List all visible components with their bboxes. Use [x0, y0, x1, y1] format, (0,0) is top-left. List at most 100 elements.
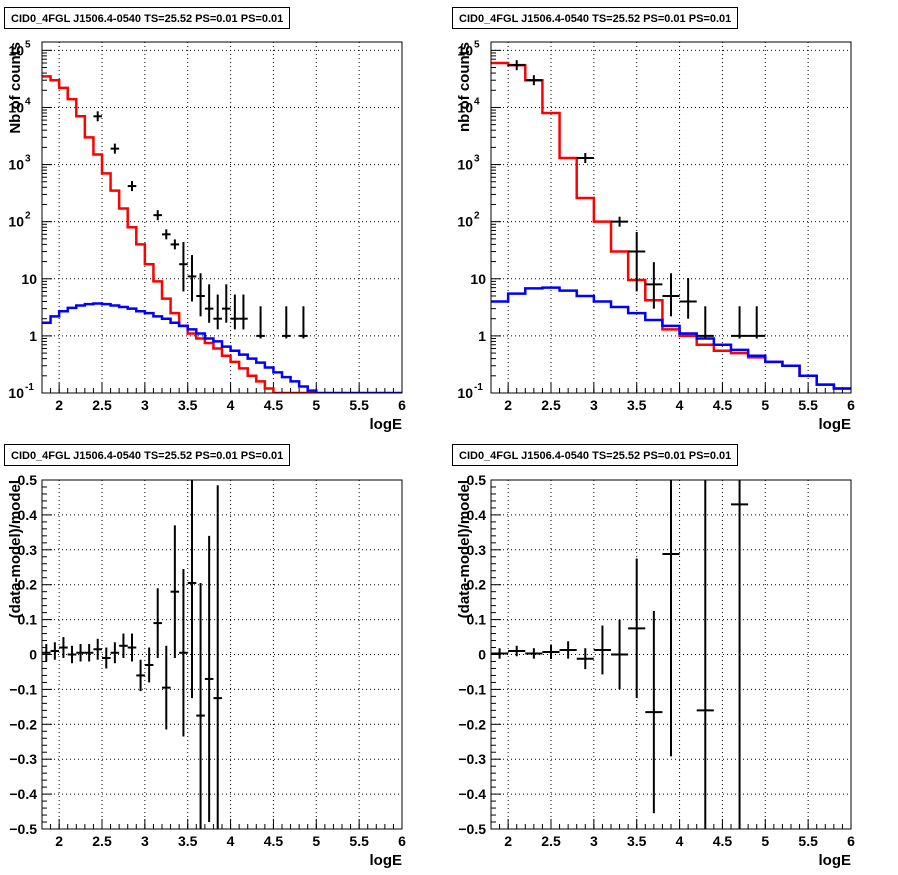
histogram-series-2: [491, 286, 851, 390]
y-tick-exponent: 5: [25, 39, 31, 50]
x-tick-label: 6: [847, 397, 855, 413]
data-point: [748, 306, 766, 339]
x-tick-label: 4: [676, 833, 684, 849]
panel-1-title: CID0_4FGL J1506.4-0540 TS=25.52 PS=0.01 …: [4, 7, 291, 29]
data-point: [59, 637, 68, 658]
y-tick-label: 0: [478, 647, 486, 663]
x-tick-label: 4.5: [713, 833, 733, 849]
y-tick-exponent: 5: [474, 39, 480, 50]
plot-frame: [490, 41, 852, 394]
y-tick-label: 10: [8, 157, 24, 173]
data-point: [696, 480, 714, 829]
data-point: [611, 216, 629, 227]
y-axis-label: (data-model)/model: [7, 480, 24, 618]
y-tick-label: 10: [8, 42, 24, 58]
y-tick-label: 10: [457, 385, 473, 401]
plot-frame: [490, 479, 852, 830]
x-tick-label: 3.5: [178, 833, 198, 849]
data-point: [593, 625, 611, 675]
data-point: [508, 60, 526, 71]
data-point: [179, 242, 188, 292]
data-point: [230, 294, 240, 330]
x-tick-label: 5: [761, 833, 769, 849]
data-point: [102, 647, 111, 669]
y-tick-exponent: 4: [25, 96, 31, 107]
x-tick-label: 3: [141, 397, 149, 413]
data-point: [628, 231, 646, 292]
data-point: [187, 480, 197, 699]
x-tick-label: 3.5: [178, 397, 198, 413]
y-tick-label: 10: [470, 271, 486, 287]
data-point: [144, 647, 154, 683]
y-tick-label: −0.3: [458, 751, 486, 767]
x-tick-label: 5: [312, 833, 320, 849]
x-tick-label: 3: [590, 397, 598, 413]
data-point: [213, 485, 222, 829]
y-tick-exponent: -1: [25, 382, 34, 393]
y-tick-label: 10: [457, 214, 473, 230]
x-tick-label: 3.5: [627, 397, 647, 413]
data-point: [491, 648, 509, 659]
y-tick-label: 1: [478, 328, 486, 344]
data-point: [559, 641, 577, 659]
data-point: [628, 558, 646, 699]
y-tick-exponent: 3: [474, 154, 480, 165]
y-tick-label: 10: [8, 214, 24, 230]
data-point: [84, 644, 94, 662]
data-point: [204, 535, 214, 823]
x-tick-label: 4.5: [264, 833, 284, 849]
x-tick-label: 2: [55, 833, 63, 849]
data-point: [93, 638, 102, 660]
data-point: [93, 111, 102, 122]
x-axis-label: logE: [370, 416, 403, 433]
y-tick-label: −0.4: [9, 786, 37, 802]
data-point: [119, 633, 128, 658]
y-axis-label: nb of counts: [456, 42, 473, 132]
x-tick-label: 2.5: [92, 397, 112, 413]
x-tick-label: 4: [676, 397, 684, 413]
data-point: [213, 294, 222, 330]
data-point: [299, 306, 308, 339]
y-tick-label: −0.5: [458, 821, 486, 837]
y-tick-exponent: 2: [474, 211, 480, 222]
data-point: [525, 75, 543, 86]
x-tick-label: 5.5: [798, 397, 818, 413]
x-tick-label: 3: [590, 833, 598, 849]
plot-area: [491, 480, 749, 829]
data-point: [162, 229, 171, 240]
data-point: [222, 284, 231, 323]
y-tick-label: 10: [457, 42, 473, 58]
x-tick-label: 2.5: [541, 833, 561, 849]
data-point: [110, 642, 120, 664]
data-point: [196, 582, 205, 829]
data-point: [136, 659, 145, 692]
x-tick-label: 6: [847, 833, 855, 849]
data-point: [662, 480, 680, 757]
y-tick-label: −0.1: [9, 681, 37, 697]
data-point: [153, 588, 162, 658]
data-point: [542, 645, 560, 660]
y-tick-label: 0.2: [18, 577, 38, 593]
x-tick-label: 4: [227, 397, 235, 413]
x-tick-label: 4.5: [264, 397, 284, 413]
x-tick-label: 5: [761, 397, 769, 413]
x-tick-label: 2.5: [541, 397, 561, 413]
data-point: [239, 294, 248, 330]
plot-area: [42, 480, 222, 829]
data-point: [508, 645, 526, 657]
data-point: [162, 645, 171, 730]
y-tick-label: 1: [29, 328, 37, 344]
y-tick-label: 0.4: [18, 507, 38, 523]
panel-4-title: CID0_4FGL J1506.4-0540 TS=25.52 PS=0.01 …: [452, 444, 739, 466]
data-point: [645, 262, 663, 309]
x-tick-label: 6: [398, 397, 406, 413]
data-point: [525, 648, 543, 659]
y-tick-label: 0.3: [467, 542, 487, 558]
x-tick-label: 5.5: [798, 833, 818, 849]
x-tick-label: 4: [227, 833, 235, 849]
y-tick-label: 10: [8, 99, 24, 115]
y-tick-label: 0: [29, 647, 37, 663]
y-tick-label: −0.2: [458, 716, 486, 732]
data-point: [731, 480, 749, 829]
